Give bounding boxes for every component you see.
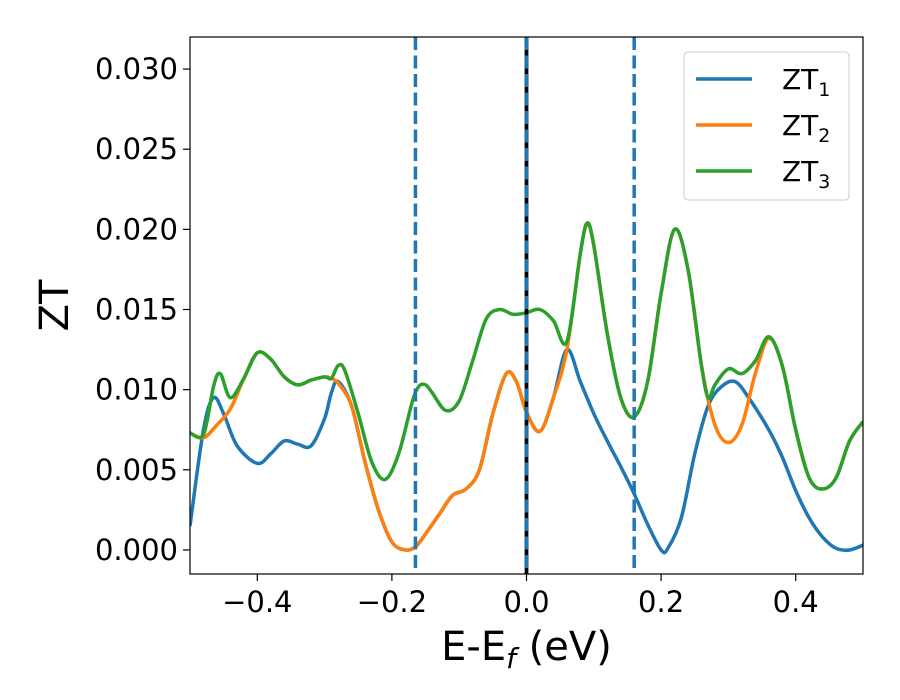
- x-tick-label: −0.2: [357, 585, 427, 619]
- y-tick-label: 0.005: [95, 453, 178, 487]
- y-tick-label: 0.000: [95, 533, 178, 567]
- y-tick-label: 0.020: [95, 212, 178, 246]
- legend: ZT1 ZT2 ZT3: [683, 51, 850, 201]
- y-tick-label: 0.025: [95, 132, 178, 166]
- x-tick-label: 0.2: [638, 585, 684, 619]
- x-axis-label-main: E-E: [441, 624, 506, 670]
- y-tick-label: 0.015: [95, 293, 178, 327]
- x-tick-label: 0.0: [503, 585, 549, 619]
- legend-label-3: ZT3: [782, 155, 830, 193]
- x-tick-label: −0.4: [222, 585, 292, 619]
- x-tick-label: 0.4: [773, 585, 819, 619]
- x-axis-ticks: −0.4 −0.2 0.0 0.2 0.4: [222, 574, 819, 619]
- y-tick-label: 0.010: [95, 373, 178, 407]
- y-axis-label: ZT: [32, 279, 78, 331]
- legend-label-1: ZT1: [782, 63, 830, 101]
- x-axis-label-unit: (eV): [516, 624, 612, 670]
- y-tick-label: 0.030: [95, 52, 178, 86]
- x-axis-label: E-Ef (eV): [441, 624, 612, 675]
- legend-box: [683, 51, 850, 201]
- reference-lines: [413, 37, 636, 574]
- y-axis-ticks: 0.000 0.005 0.010 0.015 0.020 0.025 0.030: [95, 52, 190, 567]
- legend-label-2: ZT2: [782, 109, 830, 147]
- series-line-3: [190, 221, 863, 491]
